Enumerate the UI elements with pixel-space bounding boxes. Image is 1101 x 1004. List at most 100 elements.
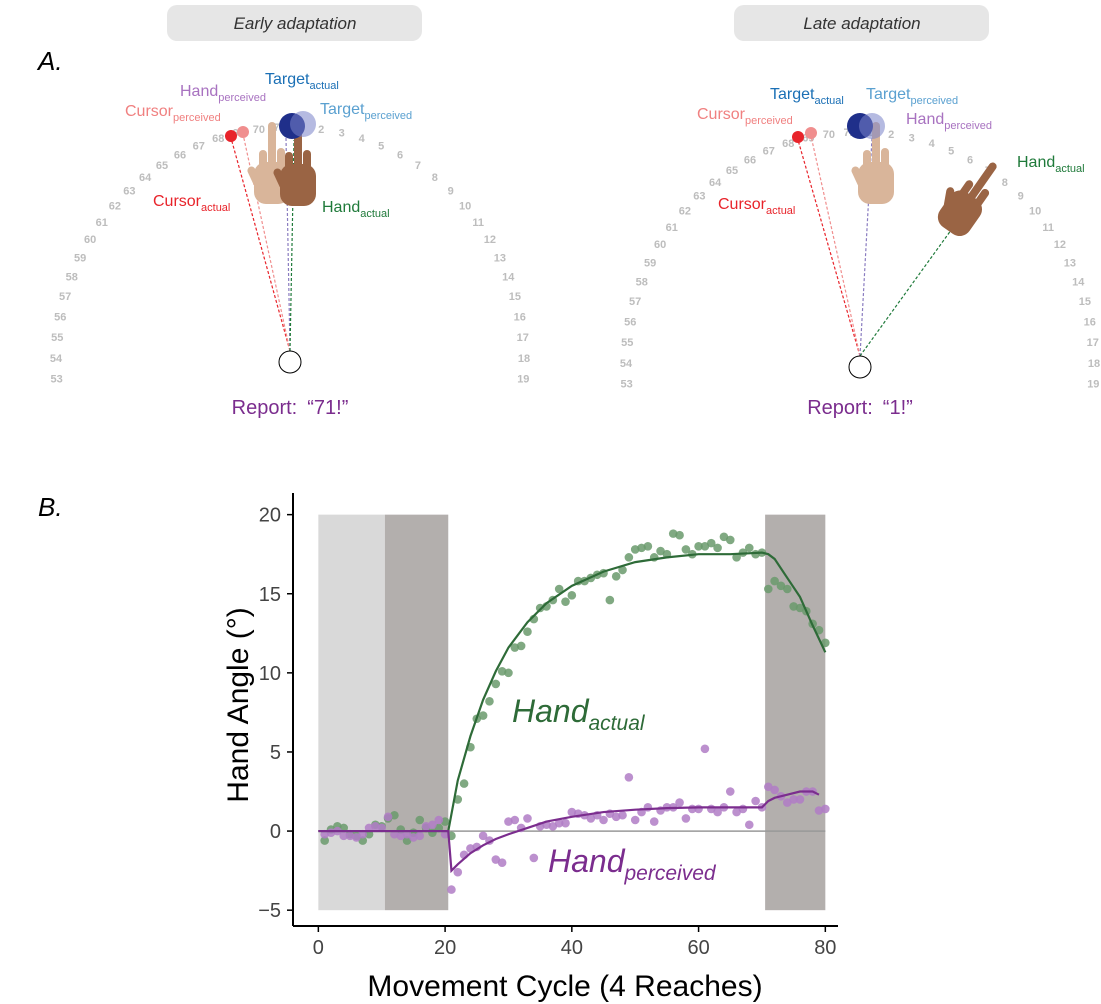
label: Targetperceived: [866, 86, 958, 107]
report-value: “71!”: [307, 397, 348, 419]
dial-number: 61: [96, 217, 108, 229]
panel-b: B. Movement Cycle (4 Reaches) Hand Angle…: [38, 492, 838, 1003]
dial-number: 58: [636, 276, 648, 288]
dial-number: 64: [139, 172, 152, 184]
data-point: [681, 545, 691, 554]
dial-number: 59: [74, 252, 86, 264]
panel-title: Late adaptation: [803, 14, 920, 33]
dial-number: 56: [54, 311, 66, 323]
data-point: [415, 831, 425, 841]
dial-number: 54: [620, 358, 633, 370]
cursor-actual: [792, 131, 804, 143]
title-box: [734, 5, 989, 41]
dial-number: 70: [253, 124, 265, 136]
annotation-text: Hand: [512, 693, 590, 729]
dial-number: 19: [1087, 379, 1099, 391]
shaded-span: [318, 514, 385, 911]
data-point: [700, 541, 710, 551]
dial-number: 12: [484, 234, 496, 246]
x-tick-label: 40: [561, 937, 583, 959]
data-point: [605, 595, 615, 605]
y-tick-label: 0: [270, 821, 281, 843]
y-tick-label: 5: [270, 742, 281, 764]
label-text: Cursor: [125, 103, 174, 120]
data-point: [725, 787, 735, 796]
y-tick-label: 15: [259, 584, 281, 606]
dial-number: 6: [397, 149, 403, 161]
dial-number: 19: [517, 374, 529, 386]
data-point: [497, 858, 507, 868]
data-point: [630, 815, 640, 825]
dial-number: 7: [415, 160, 421, 172]
data-point: [783, 584, 792, 594]
label: Cursoractual: [718, 196, 795, 217]
data-point: [744, 820, 754, 830]
dial-number: 65: [156, 160, 168, 172]
dial-number: 70: [823, 129, 835, 141]
x-tick-label: 0: [313, 937, 324, 959]
dial-number: 3: [339, 128, 345, 140]
x-tick-label: 80: [814, 937, 836, 959]
data-point: [744, 543, 754, 553]
data-point: [821, 638, 830, 648]
data-point: [795, 795, 805, 804]
data-point: [554, 584, 564, 594]
dial-number: 60: [654, 239, 666, 251]
label-text: Target: [320, 101, 365, 118]
label: Handactual: [322, 199, 390, 220]
data-point: [763, 782, 773, 792]
data-point: [428, 820, 437, 830]
label-text: Cursor: [697, 106, 746, 123]
data-point: [447, 885, 456, 894]
label: Targetactual: [770, 86, 844, 107]
panel-label: B.: [38, 492, 63, 522]
dial-number: 61: [666, 222, 678, 234]
dial-number: 18: [1088, 358, 1100, 370]
dial-number: 53: [621, 379, 633, 391]
fit-line: [318, 790, 820, 874]
panel-title: Early adaptation: [234, 14, 357, 33]
dial-number: 54: [50, 353, 63, 365]
dial-number: 6: [967, 154, 973, 166]
label-sub: actual: [309, 80, 338, 92]
labels: Handperceived Targetactual Cursorperceiv…: [125, 71, 412, 220]
report-prefix: Report:: [232, 397, 298, 419]
data-point: [567, 591, 577, 600]
cursor-perceived: [805, 127, 817, 139]
label-text: Hand: [1017, 154, 1055, 171]
dial-number: 53: [51, 374, 63, 386]
dial-number: 62: [679, 206, 691, 218]
data-point: [459, 779, 469, 788]
x-tick-label: 20: [434, 937, 456, 959]
label-text: Target: [265, 71, 310, 88]
dial-number: 63: [123, 186, 135, 198]
title-box: [167, 5, 422, 41]
label-text: Target: [866, 86, 911, 103]
data-point: [700, 744, 710, 754]
dial-number: 63: [693, 191, 705, 203]
dial-number: 16: [1084, 316, 1096, 328]
dial-number: 12: [1054, 239, 1066, 251]
data-point: [795, 603, 805, 613]
dial-number: 14: [1072, 276, 1085, 288]
dial-number: 13: [494, 252, 506, 264]
label: Handperceived: [906, 111, 992, 132]
dial-number: 2: [318, 124, 324, 136]
x-tick-label: 60: [687, 937, 709, 959]
label: Handactual: [1017, 154, 1085, 175]
data-point: [656, 546, 665, 556]
label: Targetactual: [265, 71, 339, 92]
dial-number: 62: [109, 201, 121, 213]
data-point: [478, 711, 488, 720]
dial-number: 55: [51, 332, 63, 344]
start: [848, 355, 872, 379]
annotation-text: Hand: [548, 843, 626, 879]
label-text: Cursor: [718, 196, 767, 213]
data-point: [783, 798, 792, 807]
data-point: [751, 796, 760, 806]
report: Report: “71!”: [232, 397, 349, 419]
dial-number: 58: [66, 271, 78, 283]
data-point: [643, 803, 653, 812]
dial-number: 8: [432, 172, 438, 184]
label-sub: perceived: [218, 92, 266, 104]
